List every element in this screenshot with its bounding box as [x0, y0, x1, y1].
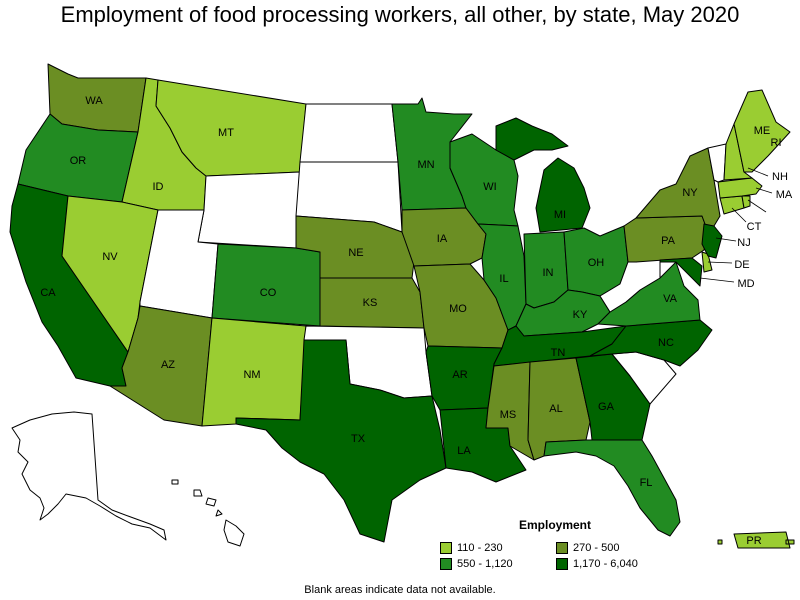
legend-swatch	[556, 542, 568, 554]
leader-ma	[755, 187, 773, 194]
label-ny: NY	[682, 187, 698, 199]
state-de[interactable]	[701, 251, 713, 273]
label-il: IL	[499, 273, 508, 285]
label-pa: PA	[661, 235, 676, 247]
leader-de	[707, 261, 733, 264]
label-nc: NC	[658, 337, 674, 349]
map-title: Employment of food processing workers, a…	[60, 2, 740, 27]
leader-ct	[731, 207, 747, 223]
label-ca: CA	[40, 287, 56, 299]
label-pr: PR	[746, 535, 761, 547]
legend-swatch	[440, 542, 452, 554]
label-mo: MO	[449, 303, 467, 315]
label-mi: MI	[554, 209, 566, 221]
label-mt: MT	[218, 127, 234, 139]
legend: Employment 110 - 230 270 - 500 550 - 1,1…	[440, 518, 670, 570]
label-nj: NJ	[737, 237, 750, 249]
label-mn: MN	[417, 159, 434, 171]
state-hi[interactable]	[171, 479, 245, 547]
label-ne: NE	[348, 247, 363, 259]
label-ks: KS	[363, 297, 378, 309]
label-az: AZ	[161, 359, 175, 371]
legend-label: 270 - 500	[573, 542, 620, 554]
state-co[interactable]	[211, 243, 321, 327]
state-ct[interactable]	[719, 195, 745, 215]
state-ri[interactable]	[741, 195, 751, 209]
label-ma: MA	[776, 189, 793, 201]
state-nh[interactable]	[723, 123, 753, 181]
label-ri: RI	[771, 137, 782, 149]
state-pr[interactable]	[717, 531, 795, 549]
legend-label: 550 - 1,120	[457, 558, 513, 570]
label-nh: NH	[772, 171, 788, 183]
legend-item: 110 - 230	[440, 542, 556, 554]
state-fl[interactable]	[543, 439, 681, 537]
leader-nh	[747, 167, 769, 177]
label-in: IN	[543, 267, 554, 279]
label-ms: MS	[500, 409, 517, 421]
label-nm: NM	[243, 369, 260, 381]
state-md[interactable]	[659, 257, 703, 287]
state-mi[interactable]	[495, 117, 591, 233]
legend-swatch	[440, 558, 452, 570]
label-id: ID	[153, 181, 164, 193]
state-nj[interactable]	[701, 223, 723, 259]
legend-label: 1,170 - 6,040	[573, 558, 638, 570]
label-va: VA	[663, 293, 678, 305]
state-ma[interactable]	[717, 177, 763, 199]
label-ct: CT	[747, 221, 762, 233]
label-co: CO	[260, 287, 277, 299]
label-de: DE	[734, 259, 749, 271]
legend-swatch	[556, 558, 568, 570]
label-wi: WI	[483, 181, 496, 193]
label-md: MD	[737, 278, 754, 290]
state-tx[interactable]	[235, 339, 447, 543]
legend-item: 550 - 1,120	[440, 558, 556, 570]
leader-md	[699, 277, 735, 283]
leader-ri	[747, 199, 767, 213]
label-or: OR	[70, 155, 87, 167]
state-wy[interactable]	[197, 171, 301, 249]
state-nd[interactable]	[299, 103, 399, 163]
label-tn: TN	[551, 347, 566, 359]
label-ga: GA	[598, 401, 615, 413]
label-la: LA	[457, 445, 471, 457]
legend-item: 1,170 - 6,040	[556, 558, 666, 570]
state-nc[interactable]	[589, 319, 713, 367]
label-tx: TX	[351, 433, 366, 445]
label-al: AL	[549, 403, 562, 415]
label-ky: KY	[573, 309, 588, 321]
label-oh: OH	[588, 257, 605, 269]
label-nv: NV	[102, 251, 118, 263]
label-ar: AR	[452, 369, 467, 381]
legend-label: 110 - 230	[457, 542, 503, 554]
legend-item: 270 - 500	[556, 542, 666, 554]
label-me: ME	[754, 125, 771, 137]
footnote: Blank areas indicate data not available.	[304, 584, 496, 596]
legend-title: Employment	[518, 518, 591, 532]
state-me[interactable]	[733, 89, 791, 173]
state-vt[interactable]	[707, 143, 727, 183]
state-ak[interactable]	[11, 411, 167, 541]
label-ia: IA	[437, 233, 448, 245]
leader-nj	[715, 237, 737, 242]
label-wa: WA	[85, 95, 103, 107]
label-fl: FL	[640, 477, 653, 489]
state-wi[interactable]	[449, 133, 519, 227]
